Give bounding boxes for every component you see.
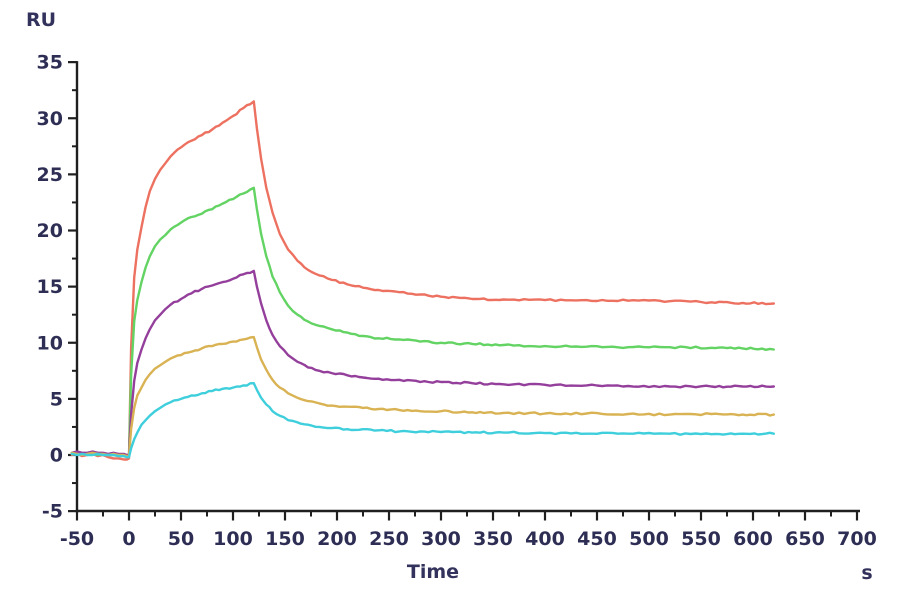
series-line-cyan-curve xyxy=(70,382,775,459)
x-tick-label: 700 xyxy=(837,528,877,550)
y-tick-label: 0 xyxy=(50,445,63,467)
x-tick-label: 600 xyxy=(733,528,773,550)
series-line-gold-curve xyxy=(70,335,775,458)
y-axis-unit-label: RU xyxy=(26,9,56,31)
series-line-red-curve xyxy=(70,100,775,461)
x-tick-label: 650 xyxy=(785,528,825,550)
x-tick-label: 450 xyxy=(577,528,617,550)
series-line-green-curve xyxy=(70,186,775,458)
x-tick-label: 150 xyxy=(265,528,305,550)
y-tick-label: 5 xyxy=(50,388,63,410)
x-axis-unit-label: s xyxy=(861,562,872,584)
y-tick-label: -5 xyxy=(42,501,63,523)
y-tick-label: 20 xyxy=(37,220,63,242)
x-tick-label: 50 xyxy=(168,528,194,550)
series-line-purple-curve xyxy=(70,269,775,457)
y-tick-label: 25 xyxy=(37,164,63,186)
x-tick-label: 250 xyxy=(369,528,409,550)
x-tick-label: 300 xyxy=(421,528,461,550)
x-tick-label: 350 xyxy=(473,528,513,550)
y-tick-label: 30 xyxy=(37,108,63,130)
x-tick-label: 400 xyxy=(525,528,565,550)
x-tick-label: 500 xyxy=(629,528,669,550)
x-tick-label: 100 xyxy=(213,528,253,550)
x-axis-title: Time xyxy=(407,561,459,583)
y-tick-label: 35 xyxy=(37,52,63,74)
x-tick-label: 200 xyxy=(317,528,357,550)
y-tick-label: 10 xyxy=(37,332,63,354)
y-tick-label: 15 xyxy=(37,276,63,298)
x-tick-label: 0 xyxy=(122,528,135,550)
x-tick-label: -50 xyxy=(60,528,94,550)
series-layer xyxy=(70,100,775,461)
x-tick-label: 550 xyxy=(681,528,721,550)
